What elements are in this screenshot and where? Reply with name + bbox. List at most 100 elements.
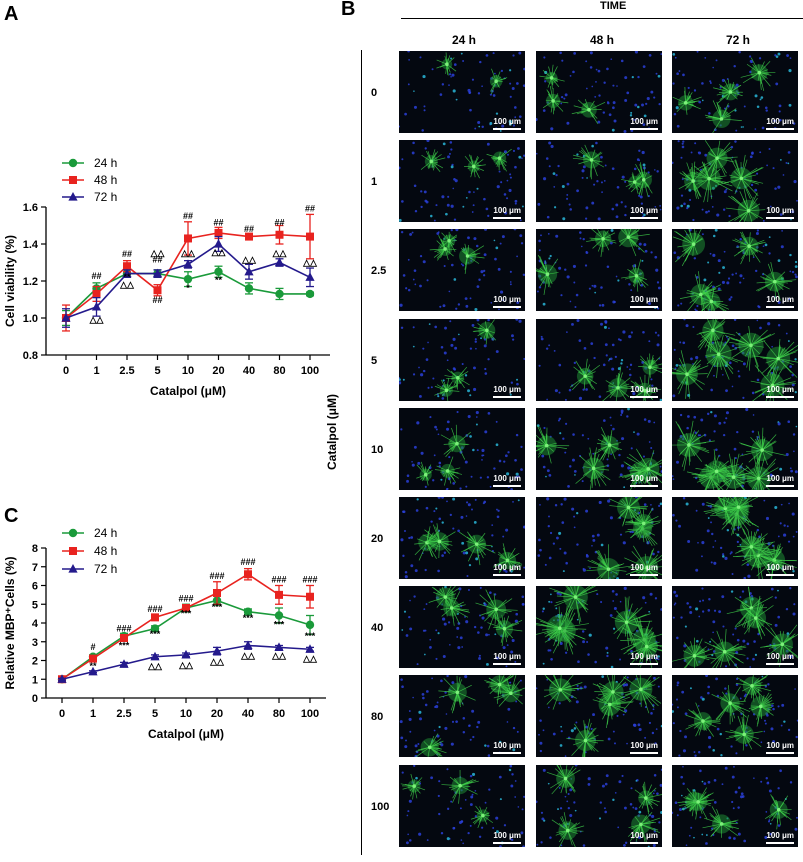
micrograph-image: 100 μm [536,140,662,222]
scale-bar-label: 100 μm [493,474,521,483]
legend-entry: 48 h [94,173,117,187]
significance-mark: ### [209,571,224,581]
significance-mark: ### [302,575,317,585]
data-point [306,621,314,629]
x-tick-label: 80 [273,708,285,720]
y-tick-label: 8 [32,543,38,555]
scale-bar [493,663,521,665]
row-label: 1 [371,176,397,188]
x-tick-label: 20 [211,708,223,720]
scale-bar [493,752,521,754]
data-point [275,290,283,298]
significance-mark: △△ [302,653,318,663]
significance-mark: △△ [211,247,227,257]
significance-mark: ### [116,623,131,633]
micrograph-image: 100 μm [399,51,525,133]
micrograph-image: 100 μm [536,586,662,668]
micrograph-image: 100 μm [672,586,798,668]
x-tick-label: 20 [212,365,224,377]
micrograph-image: 100 μm [399,586,525,668]
legend-marker [69,159,77,167]
row-label: 80 [371,711,397,723]
x-tick-label: 10 [182,365,194,377]
x-tick-label: 5 [152,708,158,720]
panel-letter: A [4,3,18,25]
row-label: 40 [371,622,397,634]
micrograph-image: 100 μm [672,140,798,222]
legend-entry: 24 h [94,156,117,170]
significance-mark: ### [178,593,193,603]
y-tick-label: 1.2 [23,276,38,288]
y-tick-label: 1.0 [23,313,38,325]
significance-mark: △△ [178,660,194,670]
micrograph-image: 100 μm [672,408,798,490]
data-point [275,591,283,599]
scale-bar [493,574,521,576]
data-point [154,286,162,294]
scale-bar [630,574,658,576]
significance-mark: * [186,283,190,293]
data-point [306,233,314,241]
legend-marker [69,529,77,537]
y-tick-label: 7 [32,562,38,574]
scale-bar [630,663,658,665]
x-tick-label: 40 [242,708,254,720]
data-point [184,275,192,283]
x-tick-label: 2.5 [119,365,134,377]
significance-mark: *** [212,602,223,612]
scale-bar-label: 100 μm [766,741,794,750]
micrograph-image: 100 μm [536,408,662,490]
significance-mark: *** [274,620,285,630]
legend-entry: 72 h [94,190,117,204]
scale-bar-label: 100 μm [766,831,794,840]
data-point [245,284,253,292]
scale-bar [630,752,658,754]
x-tick-label: 5 [154,365,160,377]
significance-mark: △△ [271,651,287,661]
micrograph-image: 100 μm [536,675,662,757]
scale-bar-label: 100 μm [630,831,658,840]
scale-bar [766,842,794,844]
scale-bar-label: 100 μm [493,117,521,126]
scale-bar-label: 100 μm [766,385,794,394]
y-tick-label: 4 [32,618,39,630]
scale-bar [630,217,658,219]
scale-bar-label: 100 μm [630,652,658,661]
significance-mark: ### [271,575,286,585]
significance-mark: ## [213,218,223,228]
x-tick-label: 100 [301,708,319,720]
y-tick-label: 0.8 [23,350,38,362]
scale-bar-label: 100 μm [493,741,521,750]
significance-mark: *** [150,629,161,639]
scale-bar-label: 100 μm [766,474,794,483]
significance-mark: △△ [209,656,225,666]
significance-mark: ** [215,275,223,285]
y-tick-label: 1.4 [23,239,39,251]
significance-mark: ## [305,204,315,214]
significance-mark: △△ [180,248,196,258]
data-point [215,229,223,237]
y-tick-label: 2 [32,656,38,668]
significance-mark: △△ [119,279,135,289]
scale-bar-label: 100 μm [766,117,794,126]
scale-bar [766,306,794,308]
significance-mark: # [90,642,95,652]
row-label: 20 [371,533,397,545]
micrograph-image: 100 μm [536,319,662,401]
micrograph-image: 100 μm [399,229,525,311]
time-divider [401,18,803,19]
y-tick-label: 1 [32,674,38,686]
y-tick-label: 5 [32,599,38,611]
scale-bar-label: 100 μm [493,831,521,840]
scale-bar [493,842,521,844]
significance-mark: *** [243,613,254,623]
scale-bar [493,396,521,398]
micrograph-image: 100 μm [672,675,798,757]
micrograph-image: 100 μm [399,319,525,401]
x-tick-label: 0 [59,708,65,720]
micrograph-image: 100 μm [399,675,525,757]
scale-bar-label: 100 μm [630,474,658,483]
